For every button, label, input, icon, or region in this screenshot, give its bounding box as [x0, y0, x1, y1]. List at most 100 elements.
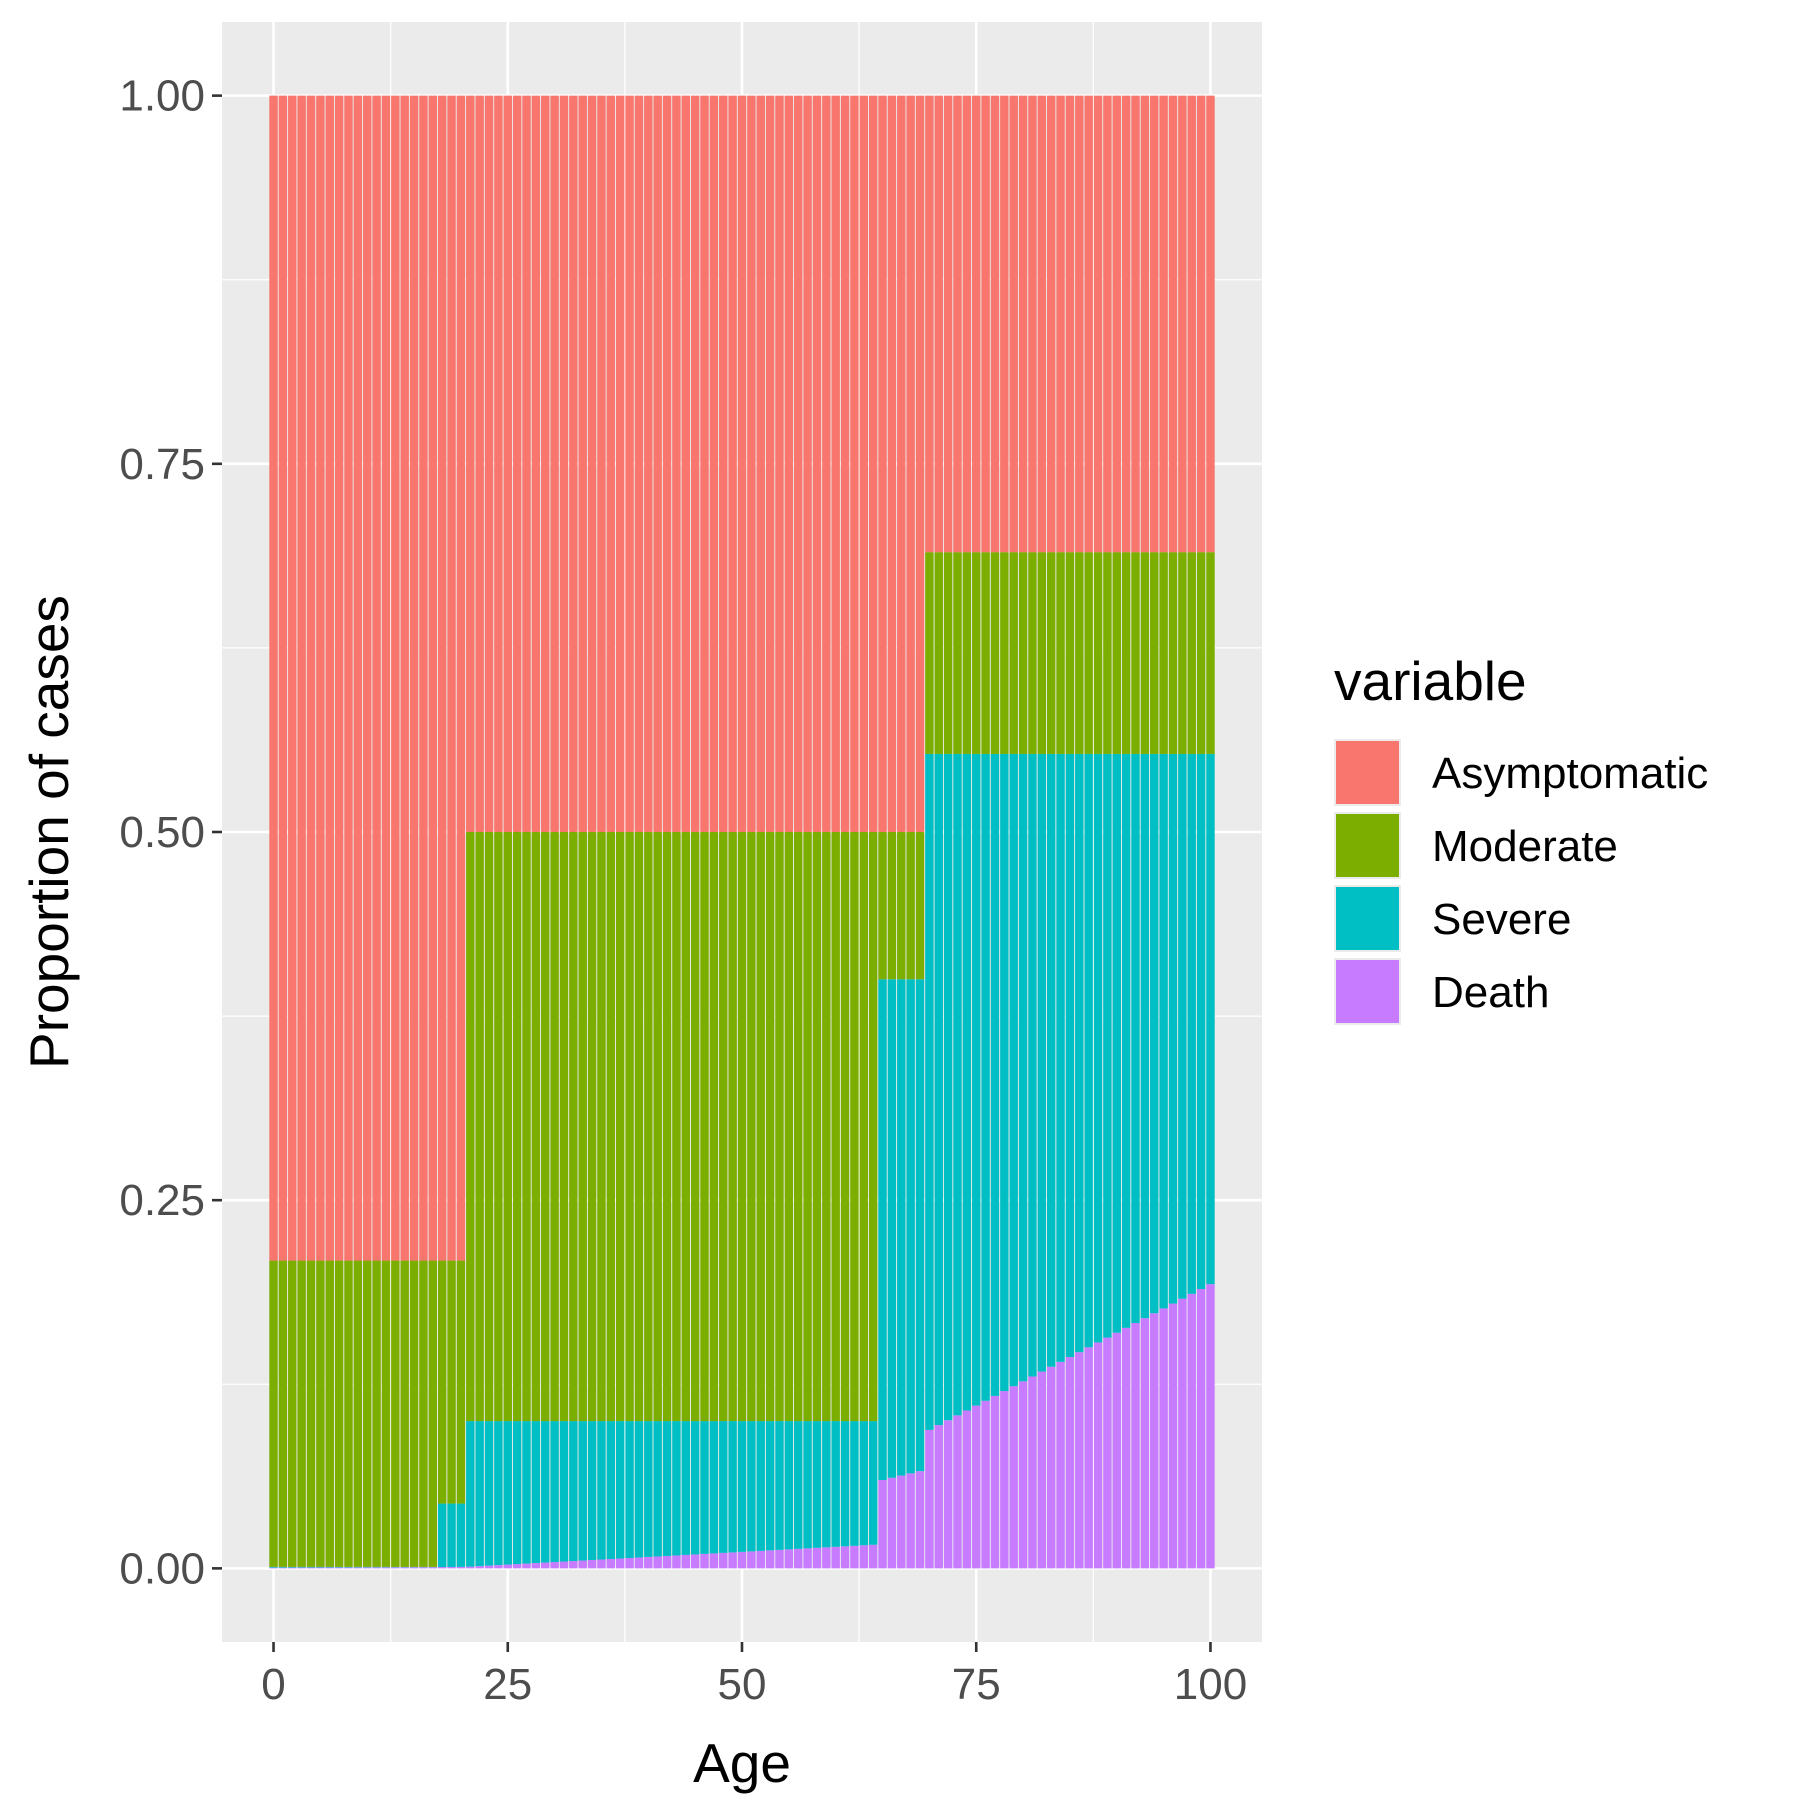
bar-segment-death: [325, 1567, 334, 1569]
bar-segment-asymptomatic: [306, 95, 316, 1261]
bar-segment-asymptomatic: [1075, 95, 1084, 553]
x-tick-label: 100: [1174, 1660, 1247, 1709]
bar-segment-death: [437, 1567, 447, 1569]
bar-segment-moderate: [700, 832, 709, 1422]
y-tick-label: 0.25: [119, 1176, 205, 1225]
bar-segment-asymptomatic: [915, 95, 925, 833]
bar-segment-moderate: [644, 832, 653, 1422]
bar-segment-asymptomatic: [906, 95, 915, 833]
bar-segment-moderate: [606, 832, 616, 1422]
bar-segment-severe: [269, 1566, 278, 1568]
bar-segment-severe: [569, 1421, 578, 1562]
bar-segment-death: [1093, 1342, 1103, 1569]
bar-segment-severe: [850, 1421, 859, 1546]
bar-segment-moderate: [1187, 552, 1196, 754]
bar-segment-severe: [803, 1421, 812, 1549]
bar-segment-moderate: [1000, 552, 1009, 754]
bar-segment-death: [428, 1567, 438, 1569]
bar-segment-asymptomatic: [1131, 95, 1140, 553]
bar-segment-death: [475, 1566, 484, 1569]
bar-segment-asymptomatic: [1028, 95, 1037, 553]
bar-segment-death: [494, 1565, 503, 1569]
bar-segment-asymptomatic: [756, 95, 765, 833]
bar-segment-moderate: [625, 832, 634, 1422]
bar-segment-death: [278, 1567, 288, 1569]
bar-segment-asymptomatic: [615, 95, 625, 833]
bar-segment-asymptomatic: [344, 95, 353, 1261]
bar-segment-death: [690, 1554, 700, 1569]
bar-segment-death: [737, 1551, 747, 1569]
bar-segment-asymptomatic: [269, 95, 278, 1261]
bar-segment-moderate: [850, 832, 859, 1422]
bar-segment-severe: [897, 979, 906, 1476]
bar-segment-asymptomatic: [437, 95, 447, 1261]
bar-segment-death: [541, 1562, 550, 1569]
bar-segment-moderate: [719, 832, 728, 1422]
bar-segment-asymptomatic: [456, 95, 466, 1261]
bar-segment-death: [1206, 1284, 1215, 1569]
bar-segment-moderate: [1168, 552, 1178, 754]
bar-segment-death: [859, 1545, 869, 1569]
bar-segment-severe: [1131, 753, 1140, 1324]
bar-segment-moderate: [1037, 552, 1047, 754]
bar-segment-asymptomatic: [400, 95, 409, 1261]
bar-segment-severe: [644, 1421, 653, 1557]
bar-segment-severe: [531, 1421, 541, 1564]
bar-segment-severe: [297, 1566, 306, 1568]
bar-segment-asymptomatic: [887, 95, 897, 833]
bar-segment-moderate: [1046, 552, 1056, 754]
bar-segment-moderate: [428, 1260, 438, 1567]
bar-segment-severe: [306, 1566, 316, 1568]
bar-segment-severe: [681, 1421, 690, 1555]
bar-segment-death: [981, 1400, 990, 1569]
bar-segment-death: [1018, 1381, 1028, 1569]
bar-segment-severe: [1009, 753, 1018, 1387]
bar-segment-death: [1112, 1332, 1121, 1569]
bar-segment-asymptomatic: [503, 95, 512, 833]
bar-segment-asymptomatic: [278, 95, 288, 1261]
bar-segment-death: [363, 1567, 372, 1569]
bar-segment-death: [784, 1549, 794, 1569]
bar-segment-moderate: [1075, 552, 1084, 754]
bar-segment-severe: [1028, 753, 1037, 1377]
bar-segment-severe: [1187, 753, 1196, 1294]
bar-segment-severe: [784, 1421, 794, 1550]
bar-segment-moderate: [981, 552, 990, 754]
bar-segment-moderate: [747, 832, 756, 1422]
bar-segment-moderate: [775, 832, 784, 1422]
bar-segment-severe: [1112, 753, 1121, 1333]
bar-segment-death: [484, 1565, 494, 1569]
bar-segment-death: [615, 1558, 625, 1569]
bar-segment-asymptomatic: [794, 95, 803, 833]
bar-segment-moderate: [559, 832, 569, 1422]
bar-segment-asymptomatic: [972, 95, 981, 553]
bar-segment-death: [344, 1567, 353, 1569]
bar-segment-asymptomatic: [466, 95, 475, 833]
bar-segment-severe: [353, 1566, 363, 1568]
bar-segment-moderate: [1178, 552, 1187, 754]
bar-segment-asymptomatic: [522, 95, 531, 833]
bar-segment-death: [503, 1564, 512, 1569]
bar-segment-moderate: [615, 832, 625, 1422]
bar-segment-death: [962, 1410, 972, 1569]
bar-segment-moderate: [550, 832, 559, 1422]
bar-segment-asymptomatic: [1168, 95, 1178, 553]
bar-segment-severe: [794, 1421, 803, 1549]
bar-segment-asymptomatic: [494, 95, 503, 833]
bar-segment-asymptomatic: [943, 95, 953, 553]
legend-label-severe: Severe: [1432, 895, 1571, 944]
bar-segment-severe: [456, 1503, 466, 1567]
bar-segment-moderate: [672, 832, 681, 1422]
bar-segment-asymptomatic: [690, 95, 700, 833]
bar-segment-death: [644, 1556, 653, 1569]
bar-segment-moderate: [822, 832, 831, 1422]
bar-segment-severe: [466, 1421, 475, 1567]
bar-segment-death: [868, 1544, 878, 1569]
bar-segment-moderate: [391, 1260, 400, 1567]
bar-segment-severe: [747, 1421, 756, 1552]
bar-segment-death: [943, 1420, 953, 1569]
bar-segment-death: [934, 1425, 943, 1569]
bar-segment-moderate: [1065, 552, 1075, 754]
axes: 0.00 0.25 0.50 0.75 1.00 0 25 50 75 100: [119, 72, 1247, 1709]
bar-segment-moderate: [531, 832, 541, 1422]
